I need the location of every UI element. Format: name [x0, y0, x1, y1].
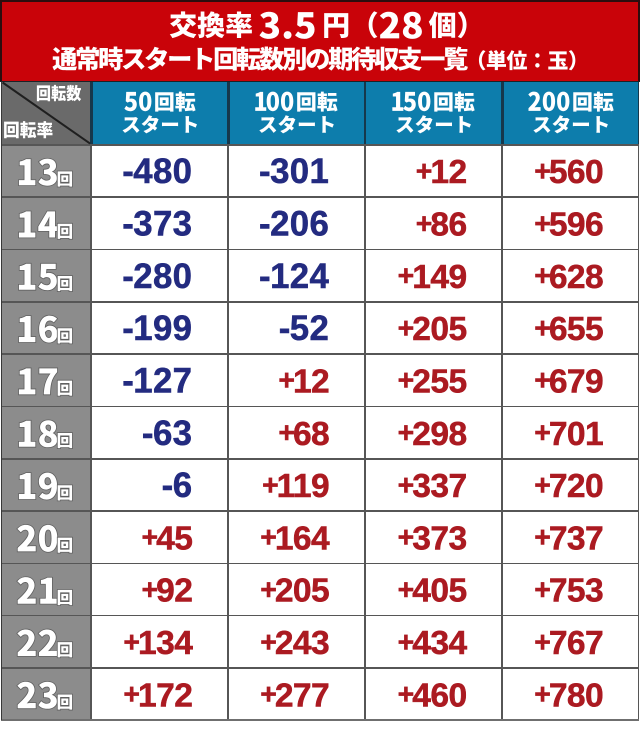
svg-text:-52: -52	[279, 309, 330, 348]
svg-text:+119: +119	[262, 468, 329, 505]
svg-text:-6: -6	[162, 466, 193, 505]
svg-text:+337: +337	[398, 468, 467, 505]
svg-text:+737: +737	[534, 520, 603, 557]
svg-text:+434: +434	[398, 625, 468, 662]
svg-text:+68: +68	[278, 416, 329, 453]
svg-text:+243: +243	[260, 625, 329, 662]
svg-text:+373: +373	[398, 520, 467, 557]
svg-text:+780: +780	[534, 677, 603, 714]
svg-text:+405: +405	[398, 573, 467, 610]
svg-text:+655: +655	[534, 311, 603, 348]
svg-text:+720: +720	[534, 468, 603, 505]
svg-text:+298: +298	[398, 416, 467, 453]
svg-text:+164: +164	[260, 520, 330, 557]
svg-text:+596: +596	[534, 207, 603, 244]
svg-text:-199: -199	[122, 309, 192, 348]
svg-text:-373: -373	[122, 205, 192, 244]
svg-text:-63: -63	[142, 414, 193, 453]
svg-text:+753: +753	[534, 573, 603, 610]
svg-text:+255: +255	[398, 363, 467, 400]
svg-text:+277: +277	[260, 677, 329, 714]
svg-text:-127: -127	[122, 361, 192, 400]
svg-text:+134: +134	[123, 625, 193, 662]
svg-text:-206: -206	[259, 205, 329, 244]
svg-text:-301: -301	[259, 152, 329, 191]
svg-text:+12: +12	[416, 154, 467, 191]
svg-text:-124: -124	[259, 257, 329, 296]
svg-text:+92: +92	[142, 573, 193, 610]
svg-text:-280: -280	[122, 257, 192, 296]
svg-text:+560: +560	[534, 154, 603, 191]
svg-text:+149: +149	[398, 259, 467, 296]
svg-text:+205: +205	[260, 573, 329, 610]
svg-text:+205: +205	[398, 311, 467, 348]
svg-text:+45: +45	[142, 520, 193, 557]
svg-text:+172: +172	[123, 677, 192, 714]
svg-text:+701: +701	[534, 416, 603, 453]
svg-text:+12: +12	[278, 363, 329, 400]
svg-text:+628: +628	[534, 259, 603, 296]
svg-text:+679: +679	[534, 363, 603, 400]
svg-text:+767: +767	[534, 625, 603, 662]
svg-text:-480: -480	[122, 152, 192, 191]
svg-text:+460: +460	[398, 677, 467, 714]
svg-text:+86: +86	[416, 207, 467, 244]
